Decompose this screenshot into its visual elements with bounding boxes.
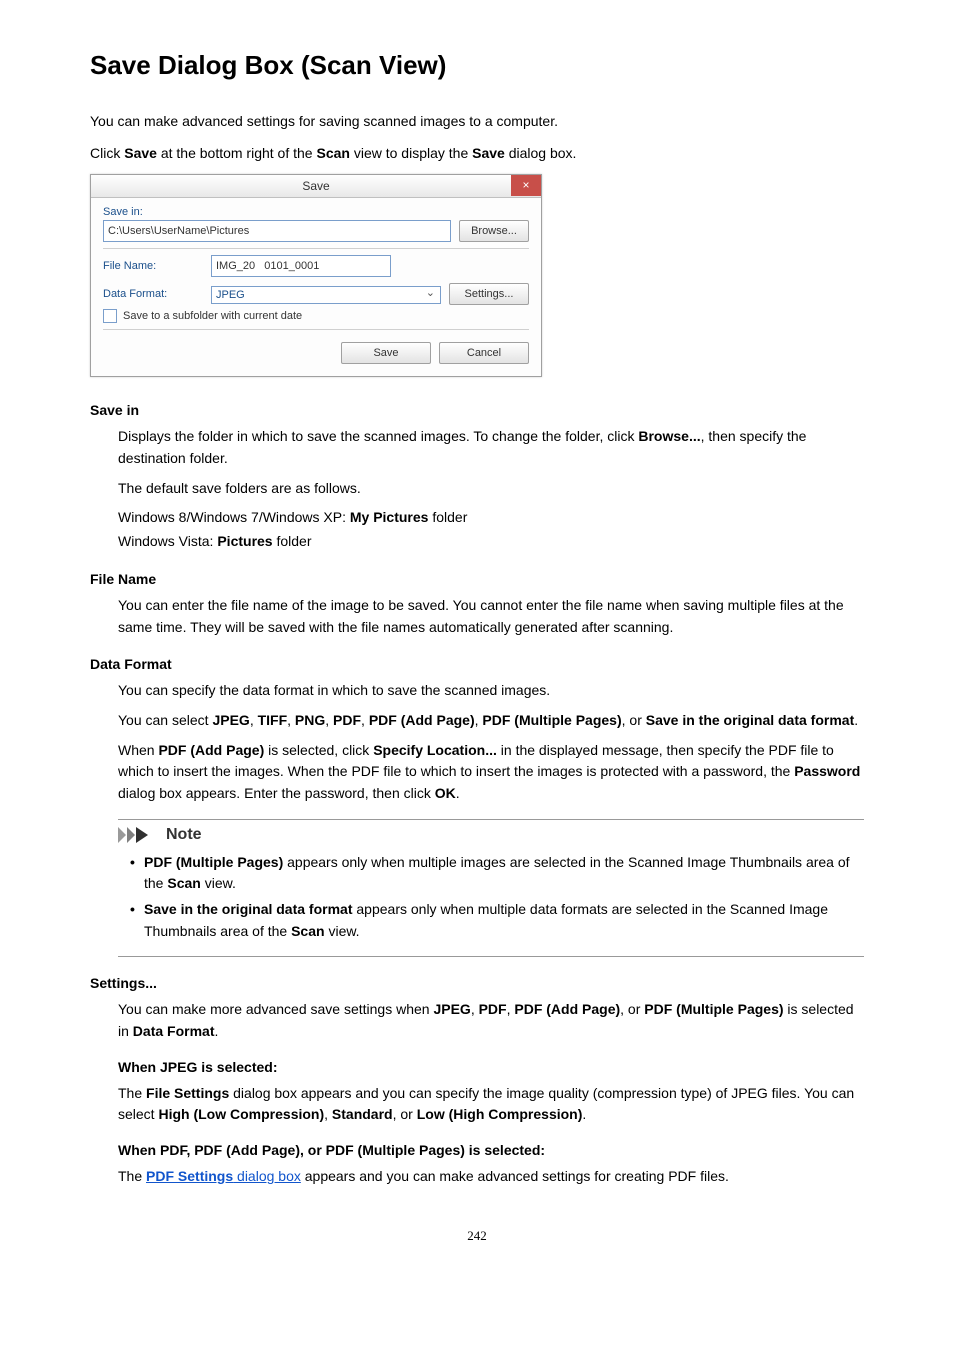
dialog-body: Save in: Browse... File Name: Data Forma… [91,198,541,376]
file-name-input[interactable] [211,255,391,277]
separator [103,248,529,249]
dialog-titlebar: Save × [91,175,541,198]
page-content: Save Dialog Box (Scan View) You can make… [0,0,954,1284]
note-title: Note [166,826,202,844]
note-item-2: Save in the original data format appears… [126,899,864,942]
desc-data-format: You can specify the data format in which… [118,680,864,957]
subfolder-checkbox-label: Save to a subfolder with current date [123,310,302,322]
save-dialog-screenshot: Save × Save in: Browse... File Name: Dat… [90,174,542,377]
save-in-label: Save in: [103,206,529,218]
subfolder-checkbox[interactable] [103,309,117,323]
subhead-jpeg: When JPEG is selected: [118,1059,864,1075]
intro-paragraph-1: You can make advanced settings for savin… [90,111,864,133]
close-icon[interactable]: × [511,175,541,196]
note-chevron-icon [118,827,158,843]
page-title: Save Dialog Box (Scan View) [90,50,864,81]
data-format-select[interactable] [211,286,441,304]
dialog-title-text: Save [302,179,329,193]
desc-save-in: Displays the folder in which to save the… [118,426,864,552]
desc-file-name: You can enter the file name of the image… [118,595,864,638]
cancel-button[interactable]: Cancel [439,342,529,364]
term-file-name: File Name [90,571,864,587]
note-item-1: PDF (Multiple Pages) appears only when m… [126,852,864,895]
term-data-format: Data Format [90,656,864,672]
data-format-label: Data Format: [103,288,203,300]
page-number: 242 [90,1228,864,1244]
term-save-in: Save in [90,402,864,418]
pdf-settings-link[interactable]: PDF Settings dialog box [146,1168,301,1184]
save-in-input[interactable] [103,220,451,242]
separator [103,329,529,330]
note-box: Note PDF (Multiple Pages) appears only w… [118,819,864,958]
file-name-label: File Name: [103,260,203,272]
intro-paragraph-2: Click Save at the bottom right of the Sc… [90,143,864,165]
subhead-pdf: When PDF, PDF (Add Page), or PDF (Multip… [118,1142,864,1158]
save-button[interactable]: Save [341,342,431,364]
desc-settings: You can make more advanced save settings… [118,999,864,1187]
browse-button[interactable]: Browse... [459,220,529,242]
settings-button[interactable]: Settings... [449,283,529,305]
term-settings: Settings... [90,975,864,991]
